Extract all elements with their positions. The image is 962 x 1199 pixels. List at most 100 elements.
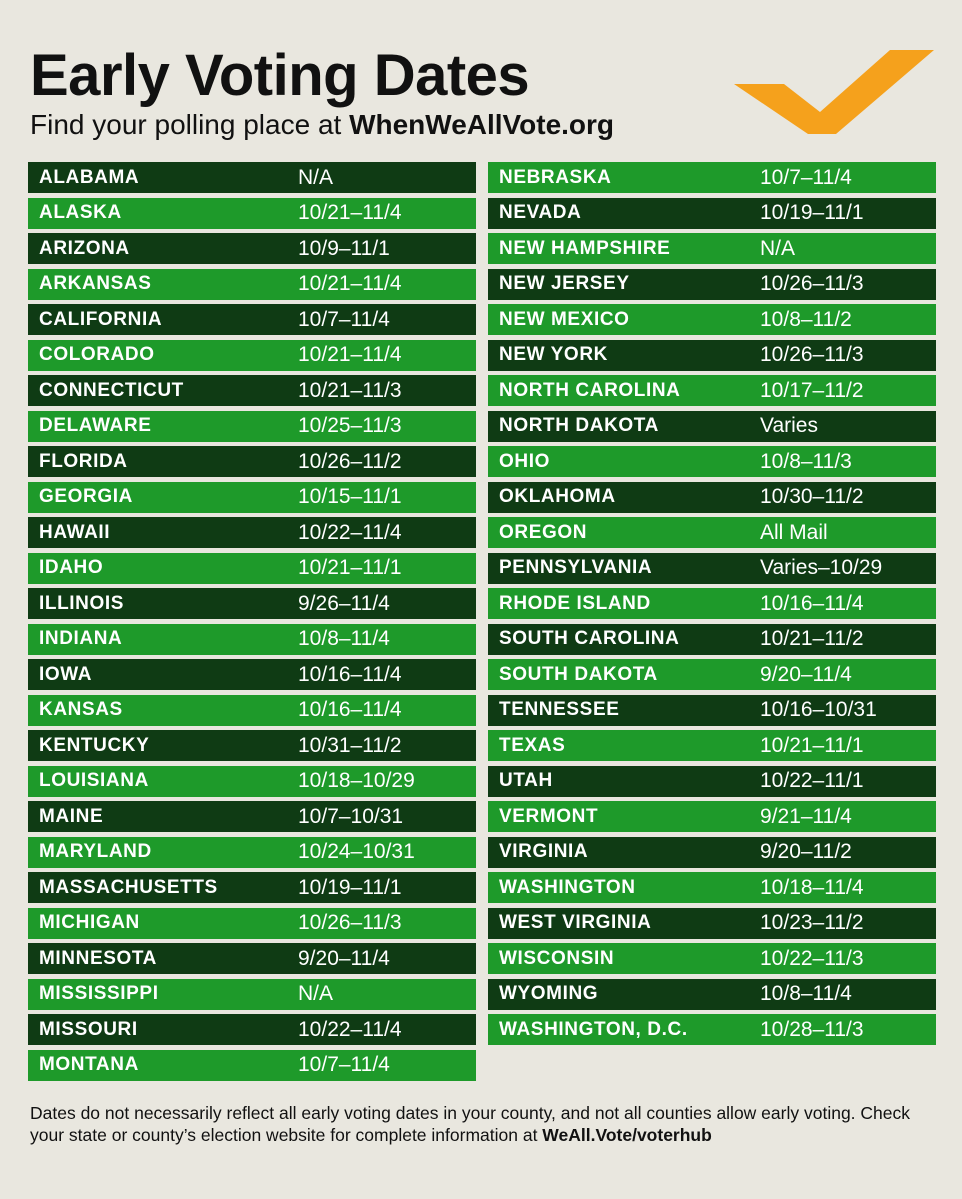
state-row: INDIANA 10/8–11/4 — [28, 623, 476, 655]
state-row: IDAHO 10/21–11/1 — [28, 552, 476, 584]
early-voting-dates: 10/28–11/3 — [760, 1017, 864, 1041]
state-row: MASSACHUSETTS 10/19–11/1 — [28, 872, 476, 903]
state-name: SOUTH CAROLINA — [499, 628, 680, 649]
early-voting-dates: 10/26–11/2 — [298, 449, 402, 473]
state-name: ARIZONA — [39, 237, 130, 259]
subtitle-site-link[interactable]: WhenWeAllVote.org — [349, 109, 615, 140]
early-voting-dates: 10/22–11/4 — [298, 520, 402, 544]
early-voting-dates: N/A — [760, 236, 796, 260]
state-name: KENTUCKY — [39, 734, 150, 756]
state-row: MARYLAND 10/24–10/31 — [28, 836, 476, 868]
state-name: TEXAS — [499, 734, 566, 756]
state-row: DELAWARE 10/25–11/3 — [28, 410, 476, 442]
state-row: OREGON All Mail — [488, 517, 936, 548]
state-name: PENNSYLVANIA — [499, 557, 653, 578]
early-voting-dates: N/A — [298, 982, 334, 1005]
early-voting-dates: All Mail — [760, 520, 828, 544]
state-row: TEXAS 10/21–11/1 — [488, 730, 936, 761]
state-row: VERMONT 9/21–11/4 — [488, 801, 936, 832]
state-row: WASHINGTON, D.C. 10/28–11/3 — [488, 1014, 936, 1045]
state-name: CONNECTICUT — [39, 379, 184, 401]
early-voting-dates: 10/17–11/2 — [760, 378, 864, 402]
state-name: MASSACHUSETTS — [39, 876, 218, 898]
state-row: GEORGIA 10/15–11/1 — [28, 481, 476, 513]
state-name: VERMONT — [499, 805, 599, 827]
early-voting-dates: 9/21–11/4 — [760, 804, 852, 828]
state-row: TENNESSEE 10/16–10/31 — [488, 694, 936, 726]
early-voting-dates: 10/8–11/4 — [760, 982, 852, 1005]
state-row: RHODE ISLAND 10/16–11/4 — [488, 588, 936, 619]
early-voting-dates: 10/21–11/4 — [298, 343, 402, 366]
state-row: WASHINGTON 10/18–11/4 — [488, 872, 936, 903]
state-name: WISCONSIN — [499, 947, 615, 969]
early-voting-dates: 9/26–11/4 — [298, 591, 390, 615]
state-row: NORTH CAROLINA 10/17–11/2 — [488, 375, 936, 406]
page-subtitle: Find your polling place at WhenWeAllVote… — [30, 108, 614, 142]
state-name: IOWA — [39, 663, 93, 685]
state-name: CALIFORNIA — [39, 308, 163, 330]
state-row: NEW YORK 10/26–11/3 — [488, 339, 936, 371]
state-name: IDAHO — [39, 557, 104, 578]
state-row: HAWAII 10/22–11/4 — [28, 517, 476, 548]
state-row: ARIZONA 10/9–11/1 — [28, 233, 476, 264]
early-voting-dates: 9/20–11/4 — [298, 946, 390, 970]
state-name: MAINE — [39, 805, 104, 827]
state-row: WEST VIRGINIA 10/23–11/2 — [488, 907, 936, 939]
early-voting-dates: 10/21–11/4 — [298, 201, 402, 224]
early-voting-dates: 10/23–11/2 — [760, 911, 864, 934]
state-name: NEVADA — [499, 202, 582, 223]
state-row: ARKANSAS 10/21–11/4 — [28, 268, 476, 300]
state-name: MARYLAND — [39, 841, 152, 862]
early-voting-dates: 9/20–11/4 — [760, 662, 852, 686]
state-name: RHODE ISLAND — [499, 592, 651, 614]
early-voting-dates: 10/19–11/1 — [298, 875, 402, 899]
early-voting-dates: 10/16–10/31 — [760, 698, 877, 721]
early-voting-dates: 10/7–11/4 — [760, 165, 852, 189]
state-row: MISSISSIPPI N/A — [28, 978, 476, 1010]
state-name: NEW YORK — [499, 344, 608, 365]
early-voting-dates: N/A — [298, 165, 334, 189]
early-voting-dates: 10/18–10/29 — [298, 769, 415, 792]
state-row: SOUTH CAROLINA 10/21–11/2 — [488, 623, 936, 655]
state-row: MICHIGAN 10/26–11/3 — [28, 907, 476, 939]
state-name: NORTH DAKOTA — [499, 415, 659, 436]
state-name: ILLINOIS — [39, 592, 125, 614]
footnote-link[interactable]: WeAll.Vote/voterhub — [542, 1125, 712, 1145]
state-row: VIRGINIA 9/20–11/2 — [488, 836, 936, 868]
state-name: MISSOURI — [39, 1018, 138, 1040]
state-name: NEBRASKA — [499, 166, 612, 188]
state-row: WISCONSIN 10/22–11/3 — [488, 943, 936, 974]
state-row: UTAH 10/22–11/1 — [488, 765, 936, 797]
state-row: MISSOURI 10/22–11/4 — [28, 1014, 476, 1045]
early-voting-dates: 10/8–11/4 — [298, 627, 390, 650]
early-voting-dates: 10/26–11/3 — [298, 911, 402, 934]
state-name: MICHIGAN — [39, 912, 140, 933]
early-voting-dates: 10/21–11/1 — [760, 733, 864, 757]
state-name: WYOMING — [499, 983, 599, 1004]
state-row: NEW JERSEY 10/26–11/3 — [488, 268, 936, 300]
early-voting-dates: 10/25–11/3 — [298, 414, 402, 437]
right-state-list: NEBRASKA 10/7–11/4 NEVADA 10/19–11/1 NEW HAM… — [488, 162, 936, 1050]
state-name: GEORGIA — [39, 486, 133, 507]
state-name: NEW HAMPSHIRE — [499, 237, 671, 259]
state-name: COLORADO — [39, 344, 155, 365]
state-name: MISSISSIPPI — [39, 983, 159, 1004]
early-voting-dates: 10/19–11/1 — [760, 201, 864, 224]
early-voting-dates: 10/15–11/1 — [298, 485, 402, 508]
state-name: UTAH — [499, 770, 553, 791]
state-name: INDIANA — [39, 628, 123, 649]
early-voting-dates: 10/24–10/31 — [298, 840, 415, 863]
state-row: NEW HAMPSHIRE N/A — [488, 233, 936, 264]
state-row: CONNECTICUT 10/21–11/3 — [28, 375, 476, 406]
state-name: ALABAMA — [39, 166, 140, 188]
state-row: MINNESOTA 9/20–11/4 — [28, 943, 476, 974]
early-voting-dates: 10/7–11/4 — [298, 307, 390, 331]
state-name: HAWAII — [39, 521, 111, 543]
early-voting-dates: 10/16–11/4 — [298, 662, 402, 686]
state-name: OHIO — [499, 450, 550, 472]
early-voting-dates: 10/8–11/2 — [760, 307, 852, 331]
state-name: TENNESSEE — [499, 699, 620, 720]
early-voting-dates: Varies — [760, 414, 818, 437]
state-name: LOUISIANA — [39, 770, 149, 791]
early-voting-dates: 10/31–11/2 — [298, 733, 402, 757]
